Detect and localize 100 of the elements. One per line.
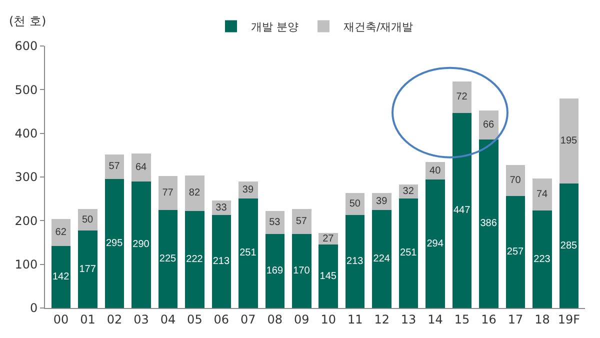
legend-label: 개발 분양: [251, 20, 298, 34]
x-tick-label: 12: [374, 312, 390, 326]
data-label: 82: [188, 188, 200, 199]
data-label: 386: [480, 218, 498, 230]
x-tick-label: 18: [534, 312, 550, 326]
bar: [559, 98, 579, 184]
x-tick-label: 19F: [558, 312, 580, 326]
bar: [398, 198, 418, 308]
x-tick-label: 00: [53, 312, 69, 326]
x-tick-label: 13: [400, 312, 416, 326]
data-label: 213: [346, 256, 364, 267]
y-tick-label: 400: [14, 126, 38, 141]
data-label: 32: [402, 186, 414, 197]
x-tick-label: 07: [240, 312, 256, 326]
data-label: 290: [132, 239, 150, 250]
bar: [532, 210, 552, 308]
bar: [158, 176, 178, 210]
bar: [532, 178, 552, 211]
data-label: 57: [108, 161, 120, 172]
bar: [452, 81, 472, 113]
data-label: 27: [322, 233, 334, 244]
bar: [506, 165, 526, 196]
data-label: 177: [79, 264, 96, 275]
data-label: 64: [135, 162, 148, 173]
bar: [51, 246, 71, 308]
bar: [185, 211, 204, 308]
bar: [479, 139, 498, 308]
x-tick-label: 10: [320, 312, 336, 326]
bar: [345, 214, 365, 308]
x-tick-label: 03: [134, 312, 149, 326]
data-label: 224: [373, 254, 390, 265]
data-label: 170: [293, 265, 310, 276]
data-label: 53: [269, 217, 281, 228]
y-tick-label: 600: [14, 39, 38, 54]
bar: [318, 244, 338, 308]
bar: [452, 112, 472, 308]
data-label: 294: [426, 238, 444, 250]
x-tick-label: 06: [214, 312, 230, 326]
bar: [292, 234, 312, 308]
y-tick-label: 200: [14, 214, 38, 228]
data-label: 213: [212, 256, 230, 267]
data-label: 295: [106, 238, 124, 250]
x-tick-label: 11: [347, 312, 363, 326]
data-label: 72: [456, 92, 468, 103]
bar: [559, 184, 579, 308]
data-label: 77: [162, 187, 174, 198]
data-label: 222: [186, 254, 204, 266]
bar: [506, 196, 526, 308]
bar: [426, 180, 445, 308]
data-label: 223: [534, 254, 551, 265]
data-label: 50: [349, 198, 361, 210]
data-label: 70: [510, 174, 522, 186]
bar: [292, 208, 312, 234]
bar: [104, 154, 124, 180]
bar: [132, 181, 151, 308]
bar: [265, 234, 285, 308]
data-label: 74: [536, 188, 548, 200]
bar: [78, 230, 98, 308]
x-tick-label: 05: [187, 312, 202, 326]
y-axis-title: (천 호): [9, 14, 46, 28]
y-tick-label: 500: [14, 82, 38, 97]
data-label: 145: [320, 270, 337, 282]
data-label: 50: [82, 214, 94, 226]
data-label: 285: [560, 240, 578, 252]
bar: [51, 218, 71, 246]
x-tick-label: 08: [267, 312, 283, 326]
data-label: 225: [159, 253, 177, 264]
bar: [158, 210, 178, 308]
y-tick-label: 300: [14, 170, 38, 184]
data-label: 39: [376, 196, 388, 208]
x-tick-label: 14: [428, 312, 443, 326]
bar: [479, 110, 498, 140]
data-label: 39: [242, 184, 254, 196]
bar: [132, 153, 151, 182]
data-label: 33: [216, 202, 228, 214]
x-tick-label: 17: [508, 312, 524, 326]
data-label: 142: [52, 271, 70, 282]
x-tick-label: 02: [106, 312, 122, 326]
data-label: 169: [266, 266, 284, 277]
data-label: 251: [240, 248, 257, 259]
bar: [185, 175, 204, 212]
data-label: 257: [506, 246, 524, 258]
x-tick-label: 04: [160, 312, 176, 326]
bar: [104, 179, 124, 308]
x-tick-label: 01: [80, 312, 96, 326]
y-tick-label: 0: [30, 301, 38, 316]
x-tick-label: 09: [294, 312, 310, 326]
data-label: 57: [296, 216, 308, 227]
data-label: 66: [482, 120, 495, 131]
x-tick-label: 15: [454, 312, 470, 326]
legend-label: 재건축/재개발: [344, 20, 414, 34]
data-label: 195: [560, 135, 578, 146]
y-tick-label: 100: [14, 258, 38, 272]
data-label: 251: [400, 248, 418, 259]
bar: [212, 214, 232, 308]
x-tick-label: 16: [481, 312, 496, 326]
bar: [238, 198, 258, 308]
data-label: 447: [453, 204, 471, 216]
data-label: 40: [430, 165, 442, 176]
bar: [372, 210, 392, 308]
